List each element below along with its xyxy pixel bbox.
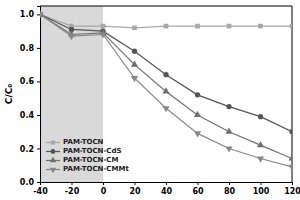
legend-label: PAM-TOCN-CMMt (63, 165, 129, 173)
marker (131, 76, 138, 82)
tick-label: 60 (192, 187, 204, 196)
tick-label: 0.2 (20, 145, 34, 154)
tick: 100 (253, 182, 270, 196)
tick-mark (37, 14, 40, 15)
marker (164, 24, 169, 29)
marker (288, 154, 292, 160)
tick-label: 0.6 (20, 77, 35, 86)
marker (131, 61, 138, 67)
tick-mark (135, 182, 136, 185)
tick-label: 80 (224, 187, 236, 196)
tick-mark (37, 81, 40, 82)
legend-item: PAM-TOCN (46, 138, 104, 146)
marker (288, 165, 292, 171)
tick: 120 (284, 182, 300, 196)
legend-item: PAM-TOCN-CMMt (46, 165, 129, 173)
tick-label: 0.0 (20, 178, 35, 187)
legend-item: PAM-TOCN-CM (46, 156, 119, 164)
tick-mark (292, 182, 293, 185)
tick: 0.2 (20, 145, 40, 154)
marker (40, 12, 44, 18)
marker (194, 111, 201, 117)
marker (258, 24, 263, 29)
tick-mark (229, 182, 230, 185)
y-axis: 0.0 0.2 0.4 0.6 0.8 1.0 (20, 7, 41, 188)
axis-line (41, 183, 293, 186)
legend-label: PAM-TOCN-CM (63, 156, 119, 164)
legend: PAM-TOCNPAM-TOCN-CdSPAM-TOCN-CMPAM-TOCN-… (46, 138, 129, 173)
legend-marker (50, 168, 56, 174)
marker (257, 141, 264, 147)
marker (225, 146, 232, 152)
marker (227, 24, 232, 29)
tick: 1.0 (20, 10, 40, 19)
tick-mark (103, 182, 104, 185)
chart: -40 -20 0 20 40 60 80 100 120 0.0 0.2 0.4 0.6 0.8 1.0 P… (0, 0, 300, 200)
legend-label: PAM-TOCN (63, 138, 104, 146)
marker (163, 72, 168, 77)
marker (225, 128, 232, 134)
tick: 0.8 (20, 44, 40, 53)
tick: 0 (101, 182, 107, 196)
legend-marker (50, 157, 56, 163)
marker (132, 49, 137, 54)
tick-mark (37, 115, 40, 116)
tick-label: 120 (284, 187, 300, 196)
marker (195, 24, 200, 29)
tick-label: 100 (253, 187, 270, 196)
series-line (40, 14, 292, 131)
legend-label: PAM-TOCN-CdS (63, 147, 122, 155)
tick-mark (198, 182, 199, 185)
marker (99, 32, 106, 38)
marker (257, 156, 264, 162)
marker (194, 131, 201, 137)
tick-label: 40 (161, 187, 173, 196)
tick: 0.6 (20, 77, 40, 86)
tick: 0.4 (20, 111, 40, 120)
tick-label: 20 (129, 187, 141, 196)
x-axis: -40 -20 0 20 40 60 80 100 120 (33, 182, 300, 196)
tick-mark (37, 148, 40, 149)
tick-mark (72, 182, 73, 185)
tick: 0.0 (20, 178, 40, 187)
series-line (40, 14, 292, 27)
marker (258, 114, 263, 119)
tick: 20 (129, 182, 141, 196)
marker (101, 24, 106, 29)
series-line (40, 14, 292, 167)
marker (289, 129, 292, 134)
legend-marker (51, 140, 55, 144)
tick-label: 0.8 (20, 44, 35, 53)
tick-mark (37, 182, 40, 183)
y-label: C/C₀ (4, 84, 14, 104)
tick-mark (166, 182, 167, 185)
marker (226, 104, 231, 109)
tick: -20 (65, 182, 80, 196)
tick-label: 0 (101, 187, 107, 196)
tick-label: 0.4 (20, 111, 35, 120)
axis-line (37, 7, 41, 183)
marker (195, 92, 200, 97)
marker (132, 25, 137, 30)
marker (162, 106, 169, 112)
tick-mark (261, 182, 262, 185)
marker (68, 34, 75, 40)
marker (162, 87, 169, 93)
tick-label: -20 (65, 187, 80, 196)
frame (40, 6, 292, 7)
tick: 80 (224, 182, 236, 196)
tick: 40 (161, 182, 173, 196)
tick: -40 (33, 182, 48, 196)
marker (290, 24, 292, 29)
legend-item: PAM-TOCN-CdS (46, 147, 122, 155)
tick-label: -40 (33, 187, 48, 196)
tick-mark (37, 48, 40, 49)
plot: -40 -20 0 20 40 60 80 100 120 0.0 0.2 0.4 0.6 0.8 1.0 P… (20, 6, 300, 196)
tick: 60 (192, 182, 204, 196)
marks (40, 10, 292, 171)
legend-marker (51, 149, 56, 154)
tick-label: 1.0 (20, 10, 35, 19)
